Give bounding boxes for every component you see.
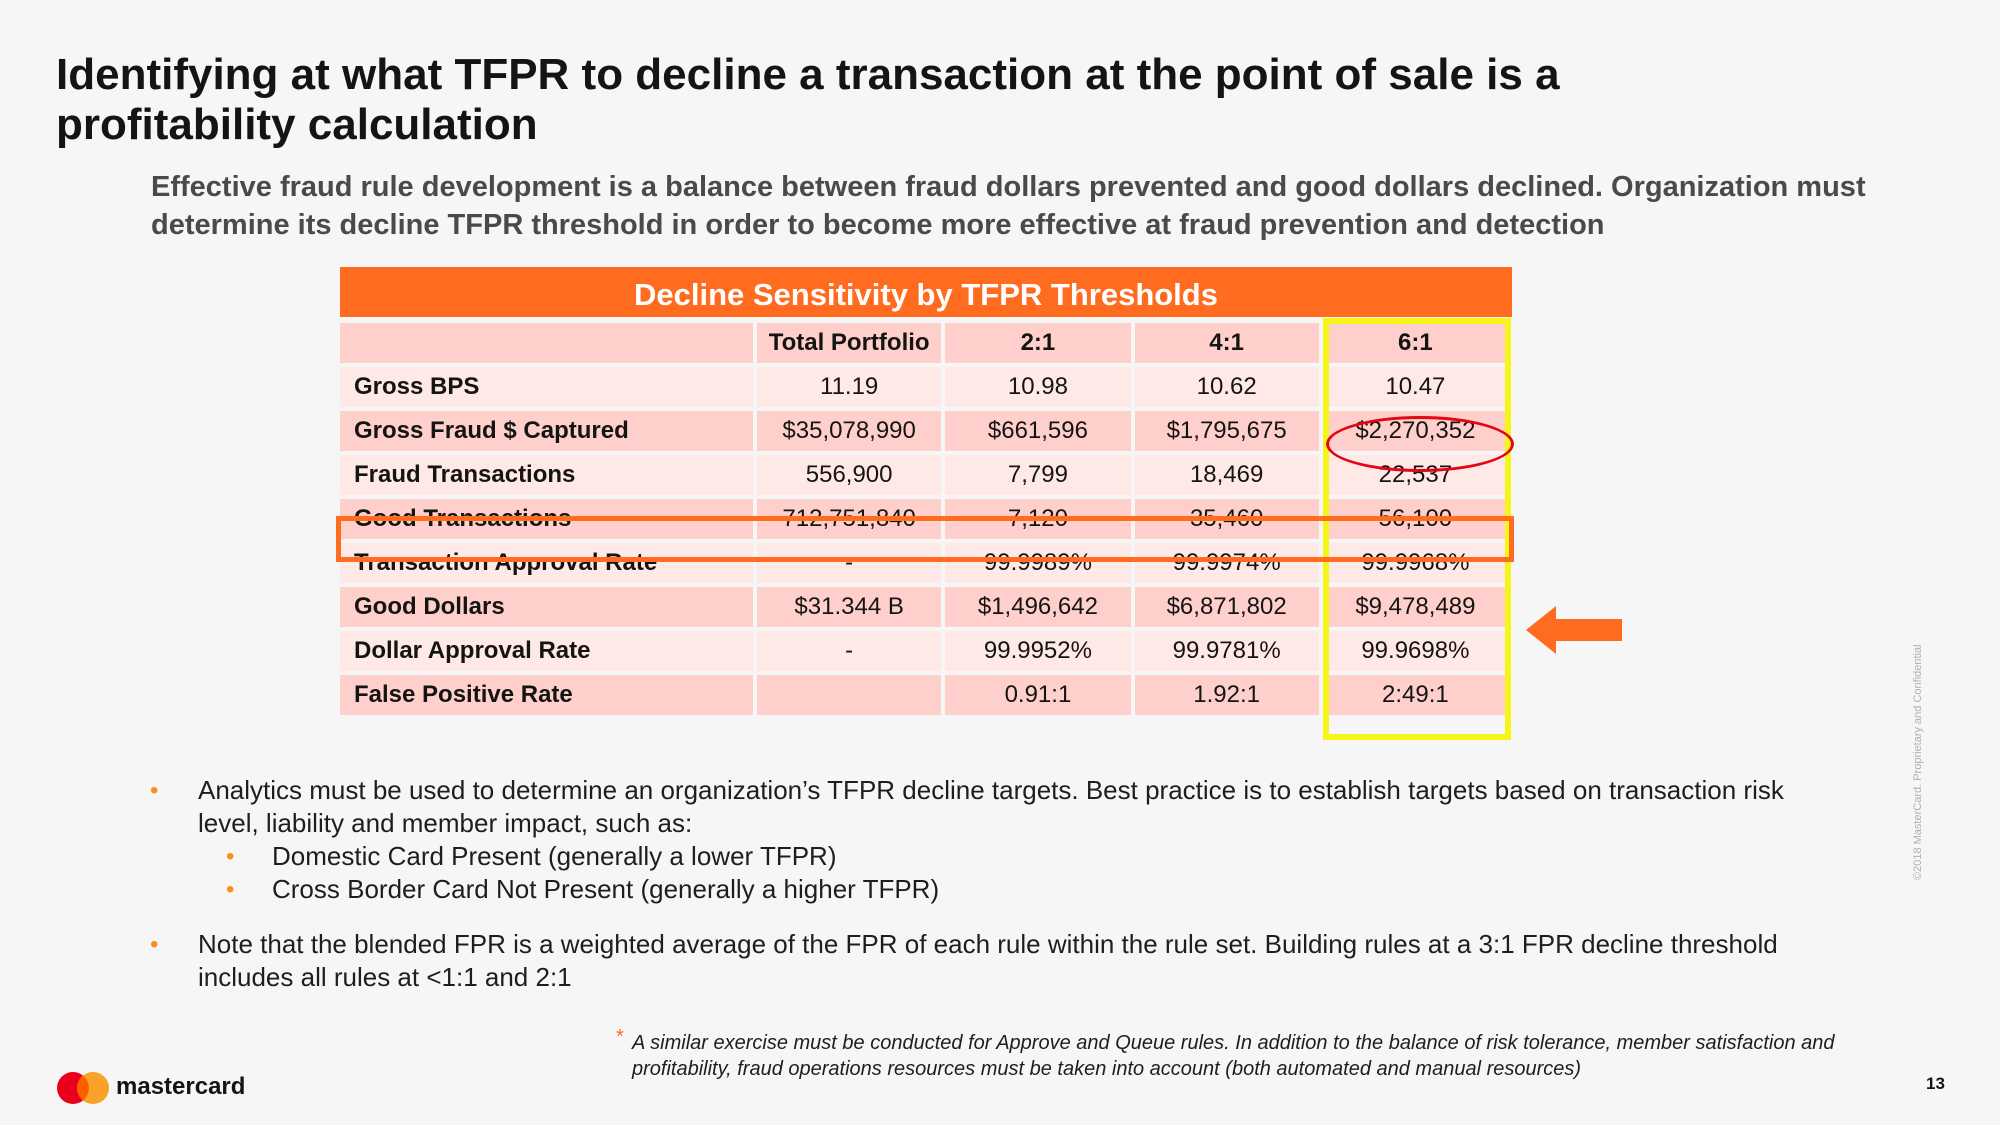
table-header-row: Total Portfolio 2:1 4:1 6:1 [340,323,1508,363]
list-item: • Analytics must be used to determine an… [148,774,1838,840]
table-cell: 99.9968% [1322,543,1508,583]
row-label: False Positive Rate [340,675,753,715]
table-header-cell: 2:1 [945,323,1131,363]
left-arrow-icon [1526,606,1622,654]
table-cell: - [756,631,942,671]
table-cell: 1.92:1 [1134,675,1319,715]
slide-subtitle: Effective fraud rule development is a ba… [151,171,1866,241]
table-cell: 18,469 [1134,455,1319,495]
table-cell: 99.9952% [945,631,1131,671]
fraud-captured-circle-highlight [1326,416,1514,472]
row-label: Fraud Transactions [340,455,753,495]
table-cell: 99.9974% [1134,543,1319,583]
row-label: Transaction Approval Rate [340,543,753,583]
table-cell: 10.47 [1322,367,1508,407]
table-cell: $31.344 B [756,587,942,627]
footnote: * A similar exercise must be conducted f… [616,1026,1856,1082]
bullet-text: Cross Border Card Not Present (generally… [272,874,940,904]
table-cell: 10.98 [945,367,1131,407]
table-cell: $1,795,675 [1134,411,1319,451]
footnote-marker: * [616,1026,624,1048]
row-label: Gross Fraud $ Captured [340,411,753,451]
table-row: Good Dollars $31.344 B $1,496,642 $6,871… [340,587,1508,627]
bullet-icon: • [226,876,235,903]
table-header-cell [340,323,753,363]
table-cell: 10.62 [1134,367,1319,407]
table-cell: $9,478,489 [1322,587,1508,627]
table-row: False Positive Rate 0.91:1 1.92:1 2:49:1 [340,675,1508,715]
table-cell: 7,799 [945,455,1131,495]
table-row: Gross BPS 11.19 10.98 10.62 10.47 [340,367,1508,407]
list-item: • Domestic Card Present (generally a low… [148,840,1838,873]
table-cell: $35,078,990 [756,411,942,451]
bullet-icon: • [150,777,159,804]
row-label: Good Dollars [340,587,753,627]
table-cell: $661,596 [945,411,1131,451]
table-header-cell: 4:1 [1134,323,1319,363]
table-cell: 0.91:1 [945,675,1131,715]
copyright-notice: ©2018 MasterCard. Proprietary and Confid… [1912,644,1924,880]
table-cell [756,675,942,715]
list-item: • Cross Border Card Not Present (general… [148,873,1838,906]
page-number: 13 [1926,1074,1945,1093]
table-cell: 99.9989% [945,543,1131,583]
brand-name: mastercard [116,1073,246,1100]
table-row: Transaction Approval Rate - 99.9989% 99.… [340,543,1508,583]
bullet-icon: • [150,931,159,958]
table-cell: $6,871,802 [1134,587,1319,627]
table-cell: - [756,543,942,583]
six-to-one-column-highlight [1323,318,1511,740]
table-cell: 556,900 [756,455,942,495]
table-header-cell: 6:1 [1322,323,1508,363]
bullet-text: Note that the blended FPR is a weighted … [198,929,1778,992]
table-cell: 99.9698% [1322,631,1508,671]
table-cell: 11.19 [756,367,942,407]
row-label: Gross BPS [340,367,753,407]
table-row: Dollar Approval Rate - 99.9952% 99.9781%… [340,631,1508,671]
mastercard-logo-icon [57,1072,109,1104]
footnote-text: A similar exercise must be conducted for… [632,1032,1835,1080]
slide-title: Identifying at what TFPR to decline a tr… [56,50,1560,149]
bullet-text: Analytics must be used to determine an o… [198,775,1784,838]
table-cell: 2:49:1 [1322,675,1508,715]
table-cell: $1,496,642 [945,587,1131,627]
table-header-cell: Total Portfolio [756,323,942,363]
good-transactions-row-highlight [336,516,1514,562]
table-title: Decline Sensitivity by TFPR Thresholds [340,267,1512,317]
bullet-text: Domestic Card Present (generally a lower… [272,841,837,871]
table-cell: 99.9781% [1134,631,1319,671]
list-item: • Note that the blended FPR is a weighte… [148,928,1838,994]
bullet-list: • Analytics must be used to determine an… [148,774,1838,994]
bullet-icon: • [226,843,235,870]
row-label: Dollar Approval Rate [340,631,753,671]
